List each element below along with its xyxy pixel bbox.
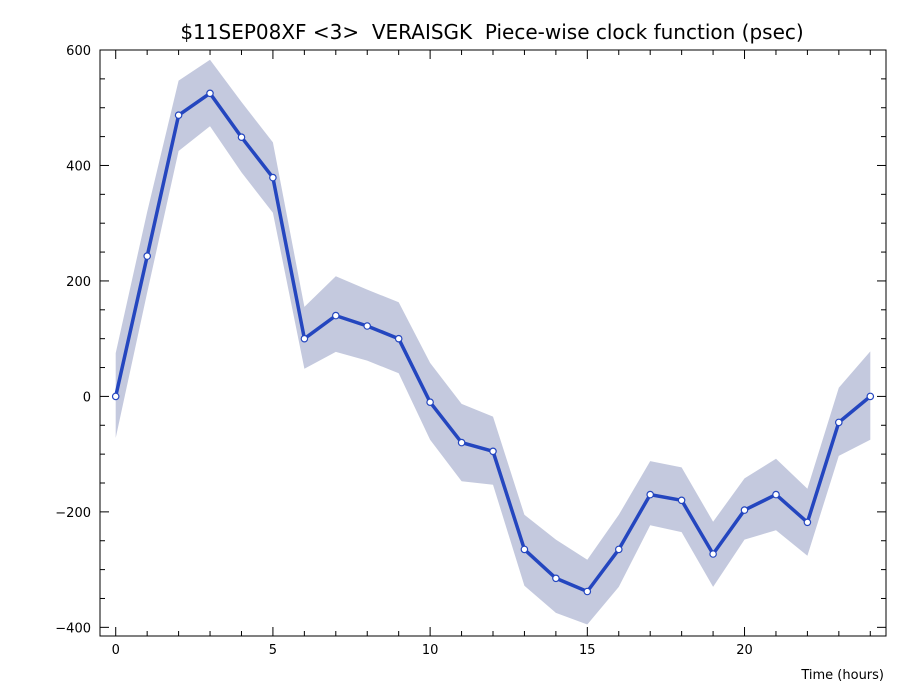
y-tick-label: 200 <box>66 275 91 290</box>
y-tick-label: 600 <box>66 44 91 59</box>
data-point <box>772 490 780 499</box>
x-tick-label: 0 <box>112 643 120 658</box>
data-point <box>206 89 214 98</box>
plot-frame <box>99 49 887 637</box>
data-point <box>614 545 623 554</box>
x-tick-label: 20 <box>736 643 753 658</box>
x-tick-label: 15 <box>579 643 596 658</box>
data-point <box>394 334 403 343</box>
data-point <box>237 133 246 142</box>
data-point <box>677 496 686 505</box>
y-tick-label: −200 <box>55 506 91 521</box>
data-point <box>269 173 277 182</box>
data-point <box>646 490 655 499</box>
data-point <box>866 392 875 401</box>
data-point <box>552 574 560 583</box>
y-tick-labels: −400 −200 0 200 400 600 <box>55 44 91 636</box>
axis-ticks <box>100 49 886 636</box>
data-point <box>583 587 592 596</box>
x-tick-labels: 0 5 10 15 20 <box>112 643 753 658</box>
data-point <box>457 438 466 447</box>
data-point <box>834 418 843 427</box>
y-tick-label: 0 <box>83 390 91 405</box>
data-point <box>363 322 372 330</box>
data-point <box>111 392 120 401</box>
y-tick-label: −400 <box>55 621 91 636</box>
x-axis-label: Time (hours) <box>800 668 884 683</box>
uncertainty-band-area <box>115 59 871 625</box>
data-point <box>709 550 717 558</box>
data-point <box>740 506 749 514</box>
x-tick-label: 10 <box>422 643 439 658</box>
uncertainty-band <box>115 59 871 625</box>
data-point <box>426 398 434 407</box>
data-point <box>143 252 152 260</box>
data-point <box>174 111 183 120</box>
data-point-markers <box>111 89 875 596</box>
y-tick-label: 400 <box>66 159 91 174</box>
data-point <box>520 545 529 554</box>
x-tick-label: 5 <box>269 643 277 658</box>
data-point <box>803 518 812 527</box>
data-point <box>489 447 497 456</box>
chart-title: $11SEP08XF <3> VERAISGK Piece-wise clock… <box>180 20 803 44</box>
data-point <box>300 334 309 343</box>
data-point <box>331 311 340 320</box>
